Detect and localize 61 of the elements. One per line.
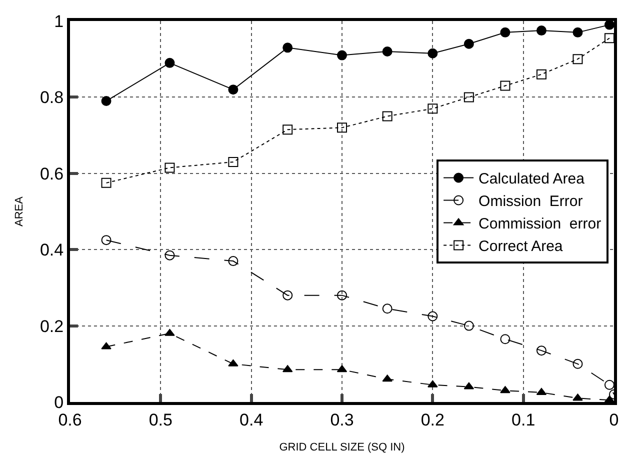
point: [572, 54, 583, 64]
point: [164, 162, 175, 173]
point: [428, 311, 438, 322]
point: [337, 50, 347, 60]
y-tick-label: 0.4: [40, 240, 64, 260]
x-tick-label: 0.3: [330, 410, 354, 430]
x-axis-title: GRID CELL SIZE (SQ IN): [279, 442, 405, 454]
point: [337, 290, 347, 300]
point: [500, 386, 510, 394]
point: [382, 111, 392, 122]
point: [382, 46, 392, 56]
point: [337, 122, 347, 133]
legend-label: Calculated Area: [478, 170, 586, 188]
point: [382, 304, 392, 314]
point: [428, 104, 438, 114]
point: [604, 380, 614, 390]
y-tick-label: 1: [54, 12, 64, 31]
y-tick-label: 0.8: [40, 88, 64, 108]
point: [164, 250, 175, 260]
point: [536, 69, 546, 80]
point: [500, 334, 510, 344]
x-tick-label: 0: [609, 410, 619, 430]
point: [228, 84, 238, 95]
point: [282, 124, 293, 135]
point: [604, 33, 614, 44]
y-tick-label: 0.6: [40, 164, 64, 184]
point: [572, 358, 583, 369]
point: [536, 26, 546, 36]
point: [382, 374, 392, 382]
point: [228, 359, 238, 366]
point: [572, 27, 583, 38]
point: [428, 48, 438, 58]
point: [101, 235, 112, 246]
point: [282, 42, 293, 53]
point: [572, 394, 583, 401]
point: [101, 178, 112, 188]
point: [164, 58, 175, 68]
x-tick-label: 0.5: [148, 410, 172, 430]
point: [101, 342, 112, 350]
y-axis-title: AREA: [14, 196, 26, 226]
point: [228, 156, 238, 167]
point: [500, 80, 510, 91]
legend-label: Correct Area: [478, 238, 564, 256]
x-tick-label: 0.1: [512, 410, 536, 430]
point: [464, 38, 474, 49]
x-tick-label: 0.2: [420, 410, 444, 430]
x-tick-label: 0.4: [240, 410, 264, 430]
point: [282, 290, 293, 300]
point: [604, 21, 614, 30]
point: [164, 328, 175, 336]
legend-label: Omission Error: [478, 193, 583, 210]
y-tick-label: 0.2: [40, 316, 64, 336]
point: [464, 320, 474, 331]
point: [464, 92, 474, 102]
point: [536, 346, 546, 356]
point: [228, 256, 238, 266]
point: [500, 27, 510, 38]
y-tick-label: 0: [54, 392, 64, 412]
point: [428, 380, 438, 388]
legend-label: Commission error: [478, 216, 602, 233]
point: [101, 96, 112, 106]
